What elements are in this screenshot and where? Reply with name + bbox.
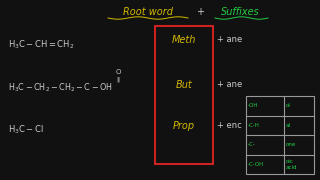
Text: But: But (176, 80, 192, 90)
Text: oic
acid: oic acid (286, 159, 298, 170)
Text: + ane: + ane (217, 80, 242, 89)
Text: + enc: + enc (217, 122, 242, 130)
Text: al: al (286, 123, 291, 128)
Text: Prop: Prop (173, 121, 195, 131)
Text: Root word: Root word (123, 7, 173, 17)
Text: +: + (196, 7, 204, 17)
Text: $\mathregular{H_3C-Cl}$: $\mathregular{H_3C-Cl}$ (8, 124, 44, 136)
Text: $\mathregular{H_3C-CH_2-CH_2-C-OH}$: $\mathregular{H_3C-CH_2-CH_2-C-OH}$ (8, 82, 113, 94)
Text: one: one (286, 142, 296, 147)
Text: ol: ol (286, 103, 291, 108)
Text: Suffixes: Suffixes (220, 7, 260, 17)
Text: -OH: -OH (248, 103, 259, 108)
Bar (155, 26, 213, 164)
Bar (246, 96, 314, 174)
Text: ‖: ‖ (116, 76, 120, 82)
Text: $\mathregular{H_3C-CH=CH_2}$: $\mathregular{H_3C-CH=CH_2}$ (8, 39, 74, 51)
Text: Meth: Meth (172, 35, 196, 45)
Text: -C-H: -C-H (248, 123, 260, 128)
Text: O: O (115, 69, 121, 75)
Text: -C-: -C- (248, 142, 256, 147)
Text: + ane: + ane (217, 35, 242, 44)
Text: -C-OH: -C-OH (248, 162, 264, 167)
